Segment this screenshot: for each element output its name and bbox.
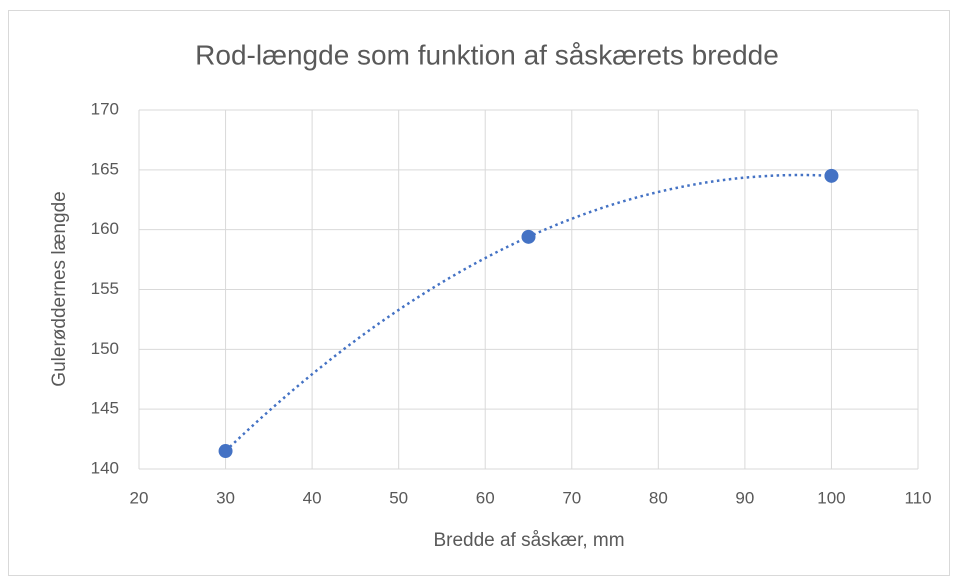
y-tick-label: 165 — [91, 159, 119, 178]
chart-frame — [8, 10, 950, 576]
x-tick-label: 100 — [817, 488, 845, 507]
x-tick-label: 90 — [735, 488, 754, 507]
chart-title: Rod-længde som funktion af såskærets bre… — [195, 39, 779, 70]
x-axis-label: Bredde af såskær, mm — [433, 530, 624, 551]
y-tick-label: 140 — [91, 458, 119, 477]
point — [218, 444, 233, 459]
y-axis-label: Gulerøddernes længde — [49, 191, 70, 386]
point — [824, 168, 839, 183]
point — [521, 229, 536, 244]
y-tick-label: 145 — [91, 399, 119, 418]
x-tick-label: 50 — [389, 488, 408, 507]
x-tick-label: 80 — [649, 488, 668, 507]
y-tick-label: 150 — [91, 339, 119, 358]
x-tick-label: 60 — [476, 488, 495, 507]
x-tick-label: 70 — [562, 488, 581, 507]
x-tick-label: 20 — [130, 488, 149, 507]
x-tick-label: 30 — [216, 488, 235, 507]
x-tick-label: 40 — [303, 488, 322, 507]
y-tick-label: 160 — [91, 219, 119, 238]
y-tick-label: 155 — [91, 279, 119, 298]
x-tick-label: 110 — [904, 488, 931, 507]
y-tick-label: 170 — [91, 99, 119, 118]
